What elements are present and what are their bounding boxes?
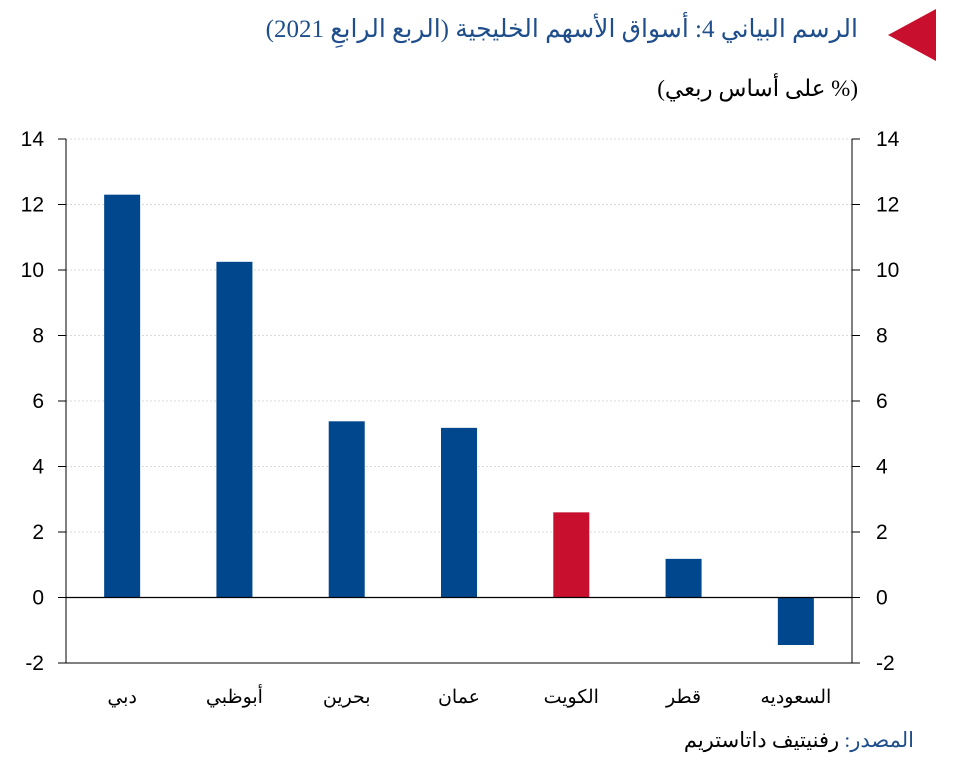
y-tick-label-right: 4 — [876, 456, 888, 479]
y-tick-label-left: 10 — [21, 259, 44, 282]
category-label: بحرين — [323, 687, 371, 708]
category-label: دبي — [107, 687, 137, 708]
bar — [553, 512, 590, 598]
bar — [441, 427, 477, 598]
y-tick-label-right: 8 — [876, 325, 888, 348]
category-label: أبوظبي — [206, 683, 263, 708]
bar — [328, 421, 365, 598]
y-tick-label-right: 2 — [876, 521, 888, 544]
y-tick-label-left: 2 — [32, 521, 44, 544]
y-tick-label-left: -2 — [25, 652, 44, 675]
y-tick-label-right: 10 — [876, 259, 899, 282]
y-tick-label-left: 6 — [32, 390, 44, 413]
y-tick-label-right: 12 — [876, 194, 899, 217]
source-label: المصدر: — [844, 728, 914, 752]
source-note: المصدر: رفنيتيف داتاستريم — [684, 728, 914, 753]
y-tick-label-left: 8 — [32, 325, 44, 348]
source-value: رفنيتيف داتاستريم — [683, 728, 840, 752]
title-marker-icon — [888, 9, 936, 61]
y-tick-label-right: 0 — [876, 587, 888, 610]
y-tick-label-right: -2 — [876, 652, 895, 675]
y-tick-label-right: 14 — [876, 128, 900, 151]
y-tick-label-left: 14 — [21, 128, 45, 151]
category-label: قطر — [665, 687, 701, 708]
category-label: الكويت — [544, 687, 599, 708]
chart-title: الرسم البياني 4: أسواق الأسهم الخليجية (… — [265, 16, 858, 43]
chart-subtitle: (% على أساس ربعي) — [657, 76, 858, 101]
bar — [104, 194, 141, 598]
y-tick-label-right: 6 — [876, 390, 888, 413]
y-tick-label-left: 12 — [21, 194, 44, 217]
bar — [777, 597, 814, 645]
bar — [665, 558, 702, 598]
y-tick-label-left: 0 — [32, 587, 44, 610]
category-label: السعوديه — [760, 687, 831, 708]
y-tick-label-left: 4 — [32, 456, 44, 479]
bar — [216, 261, 253, 598]
category-label: عمان — [438, 687, 480, 708]
